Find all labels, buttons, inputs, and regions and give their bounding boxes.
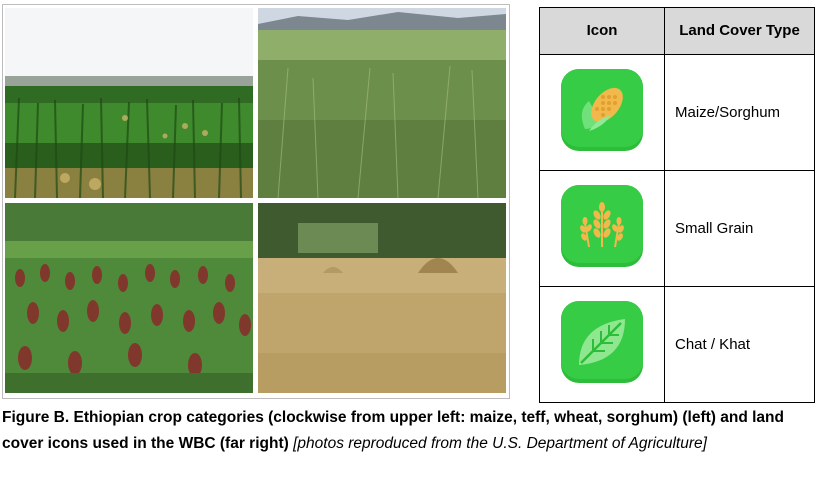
wheat-icon: [559, 183, 645, 269]
land-cover-table: Icon Land Cover Type: [539, 7, 815, 403]
header-icon: Icon: [539, 7, 665, 55]
table-row: Small Grain: [539, 170, 815, 287]
leaf-icon: [559, 299, 645, 385]
maize-photo: [5, 8, 253, 198]
caption-italic: [photos reproduced from the U.S. Departm…: [293, 435, 707, 452]
caption-bold: Figure B. Ethiopian crop categories (clo…: [2, 409, 784, 452]
teff-photo: [258, 8, 506, 198]
icon-cell: [539, 54, 665, 171]
table-row: Maize/Sorghum: [539, 54, 815, 171]
icon-cell: [539, 286, 665, 403]
figure-caption: Figure B. Ethiopian crop categories (clo…: [2, 405, 817, 457]
header-land-cover-type: Land Cover Type: [664, 7, 815, 55]
sorghum-photo: [5, 203, 253, 393]
land-cover-label: Maize/Sorghum: [664, 54, 815, 171]
corn-icon: [559, 67, 645, 153]
land-cover-label: Chat / Khat: [664, 286, 815, 403]
table-header-row: Icon Land Cover Type: [539, 7, 815, 55]
table-row: Chat / Khat: [539, 286, 815, 403]
photo-collage: [2, 4, 510, 399]
wheat-photo: [258, 203, 506, 393]
land-cover-label: Small Grain: [664, 170, 815, 287]
icon-cell: [539, 170, 665, 287]
